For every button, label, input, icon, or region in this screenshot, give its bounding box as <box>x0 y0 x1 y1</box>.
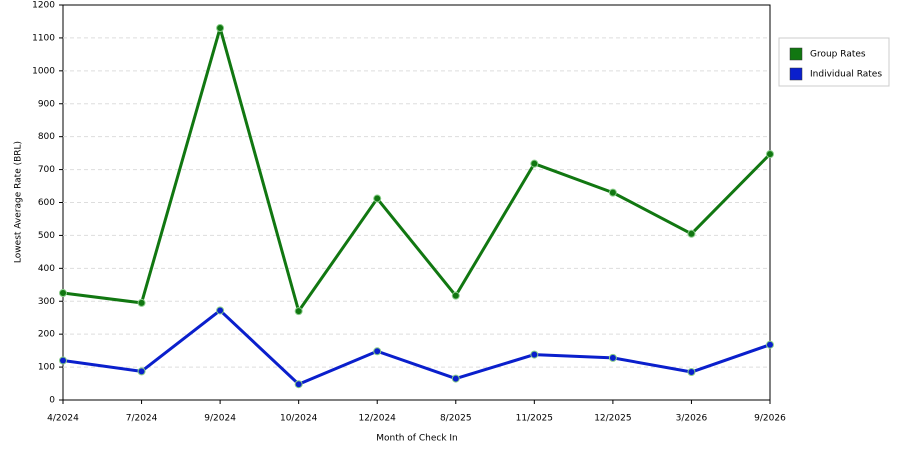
x-tick-label: 11/2025 <box>516 414 553 424</box>
x-tick-label: 7/2024 <box>126 414 158 424</box>
series-line <box>62 26 772 313</box>
y-tick-label: 600 <box>38 198 55 208</box>
y-tick-label: 200 <box>38 330 55 340</box>
y-tick-label: 400 <box>38 264 55 274</box>
y-tick-label: 0 <box>49 396 55 406</box>
data-point <box>766 150 774 159</box>
series-line <box>62 308 771 386</box>
data-point <box>530 159 539 168</box>
y-tick-label: 700 <box>38 165 55 175</box>
x-tick-label: 9/2026 <box>754 414 786 424</box>
data-point <box>687 368 696 377</box>
legend-label: Group Rates <box>810 50 866 60</box>
data-point <box>766 340 774 349</box>
data-point <box>216 306 225 315</box>
data-point <box>373 194 382 203</box>
legend-swatch <box>789 47 803 61</box>
x-tick-label: 4/2024 <box>47 414 79 424</box>
data-point <box>137 367 146 376</box>
data-point <box>530 350 539 359</box>
x-tick-label: 12/2024 <box>359 414 397 424</box>
data-point <box>137 298 146 307</box>
x-tick-label: 3/2026 <box>676 414 708 424</box>
data-point <box>608 353 617 362</box>
y-tick-label: 500 <box>38 231 55 241</box>
data-point <box>59 356 67 365</box>
legend-swatch <box>789 67 803 81</box>
data-point <box>294 380 303 389</box>
data-point <box>687 229 696 238</box>
y-tick-label: 300 <box>38 297 55 307</box>
x-tick-label: 8/2025 <box>440 414 472 424</box>
data-point <box>451 291 460 300</box>
y-tick-label: 1000 <box>32 66 55 76</box>
x-axis-label: Month of Check In <box>376 434 458 444</box>
x-tick-label: 9/2024 <box>204 414 236 424</box>
data-point <box>451 374 460 383</box>
data-point <box>59 289 67 298</box>
data-point <box>294 307 303 316</box>
y-tick-label: 1200 <box>32 1 55 11</box>
y-tick-label: 100 <box>38 363 55 373</box>
y-tick-label: 900 <box>38 99 55 109</box>
y-tick-label: 800 <box>38 132 55 142</box>
y-axis-label: Lowest Average Rate (BRL) <box>14 141 24 263</box>
data-point <box>216 24 225 33</box>
x-tick-label: 12/2025 <box>594 414 631 424</box>
x-tick-label: 10/2024 <box>280 414 318 424</box>
legend-label: Individual Rates <box>810 70 882 80</box>
data-point <box>373 347 382 356</box>
data-point <box>608 188 617 197</box>
y-tick-label: 1100 <box>32 33 55 43</box>
